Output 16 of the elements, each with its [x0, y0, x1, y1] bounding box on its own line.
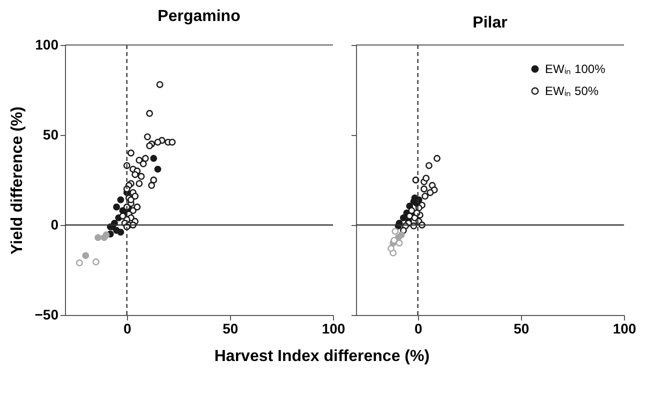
y-tick-label: 0: [50, 216, 59, 232]
chart-title: Pilar: [472, 14, 508, 32]
y-tick-label: 50: [42, 126, 59, 142]
x-tick-label: 50: [514, 320, 530, 336]
y-axis-title: Yield difference (%): [8, 106, 26, 254]
x-tick-label: 50: [222, 320, 238, 336]
chart-title: Pergamino: [158, 8, 241, 25]
y-tick-label: −50: [34, 306, 59, 322]
x-axis-title: Harvest Index difference (%): [214, 348, 430, 365]
x-tick-label: 100: [612, 320, 636, 336]
x-tick-label: 0: [414, 320, 422, 336]
legend-label: EWᵢₙ 50%: [545, 84, 599, 98]
x-tick-label: 0: [123, 320, 132, 336]
y-tick-label: 100: [35, 36, 59, 52]
x-tick-label: 100: [322, 320, 346, 336]
legend-label: EWᵢₙ 100%: [545, 62, 606, 76]
